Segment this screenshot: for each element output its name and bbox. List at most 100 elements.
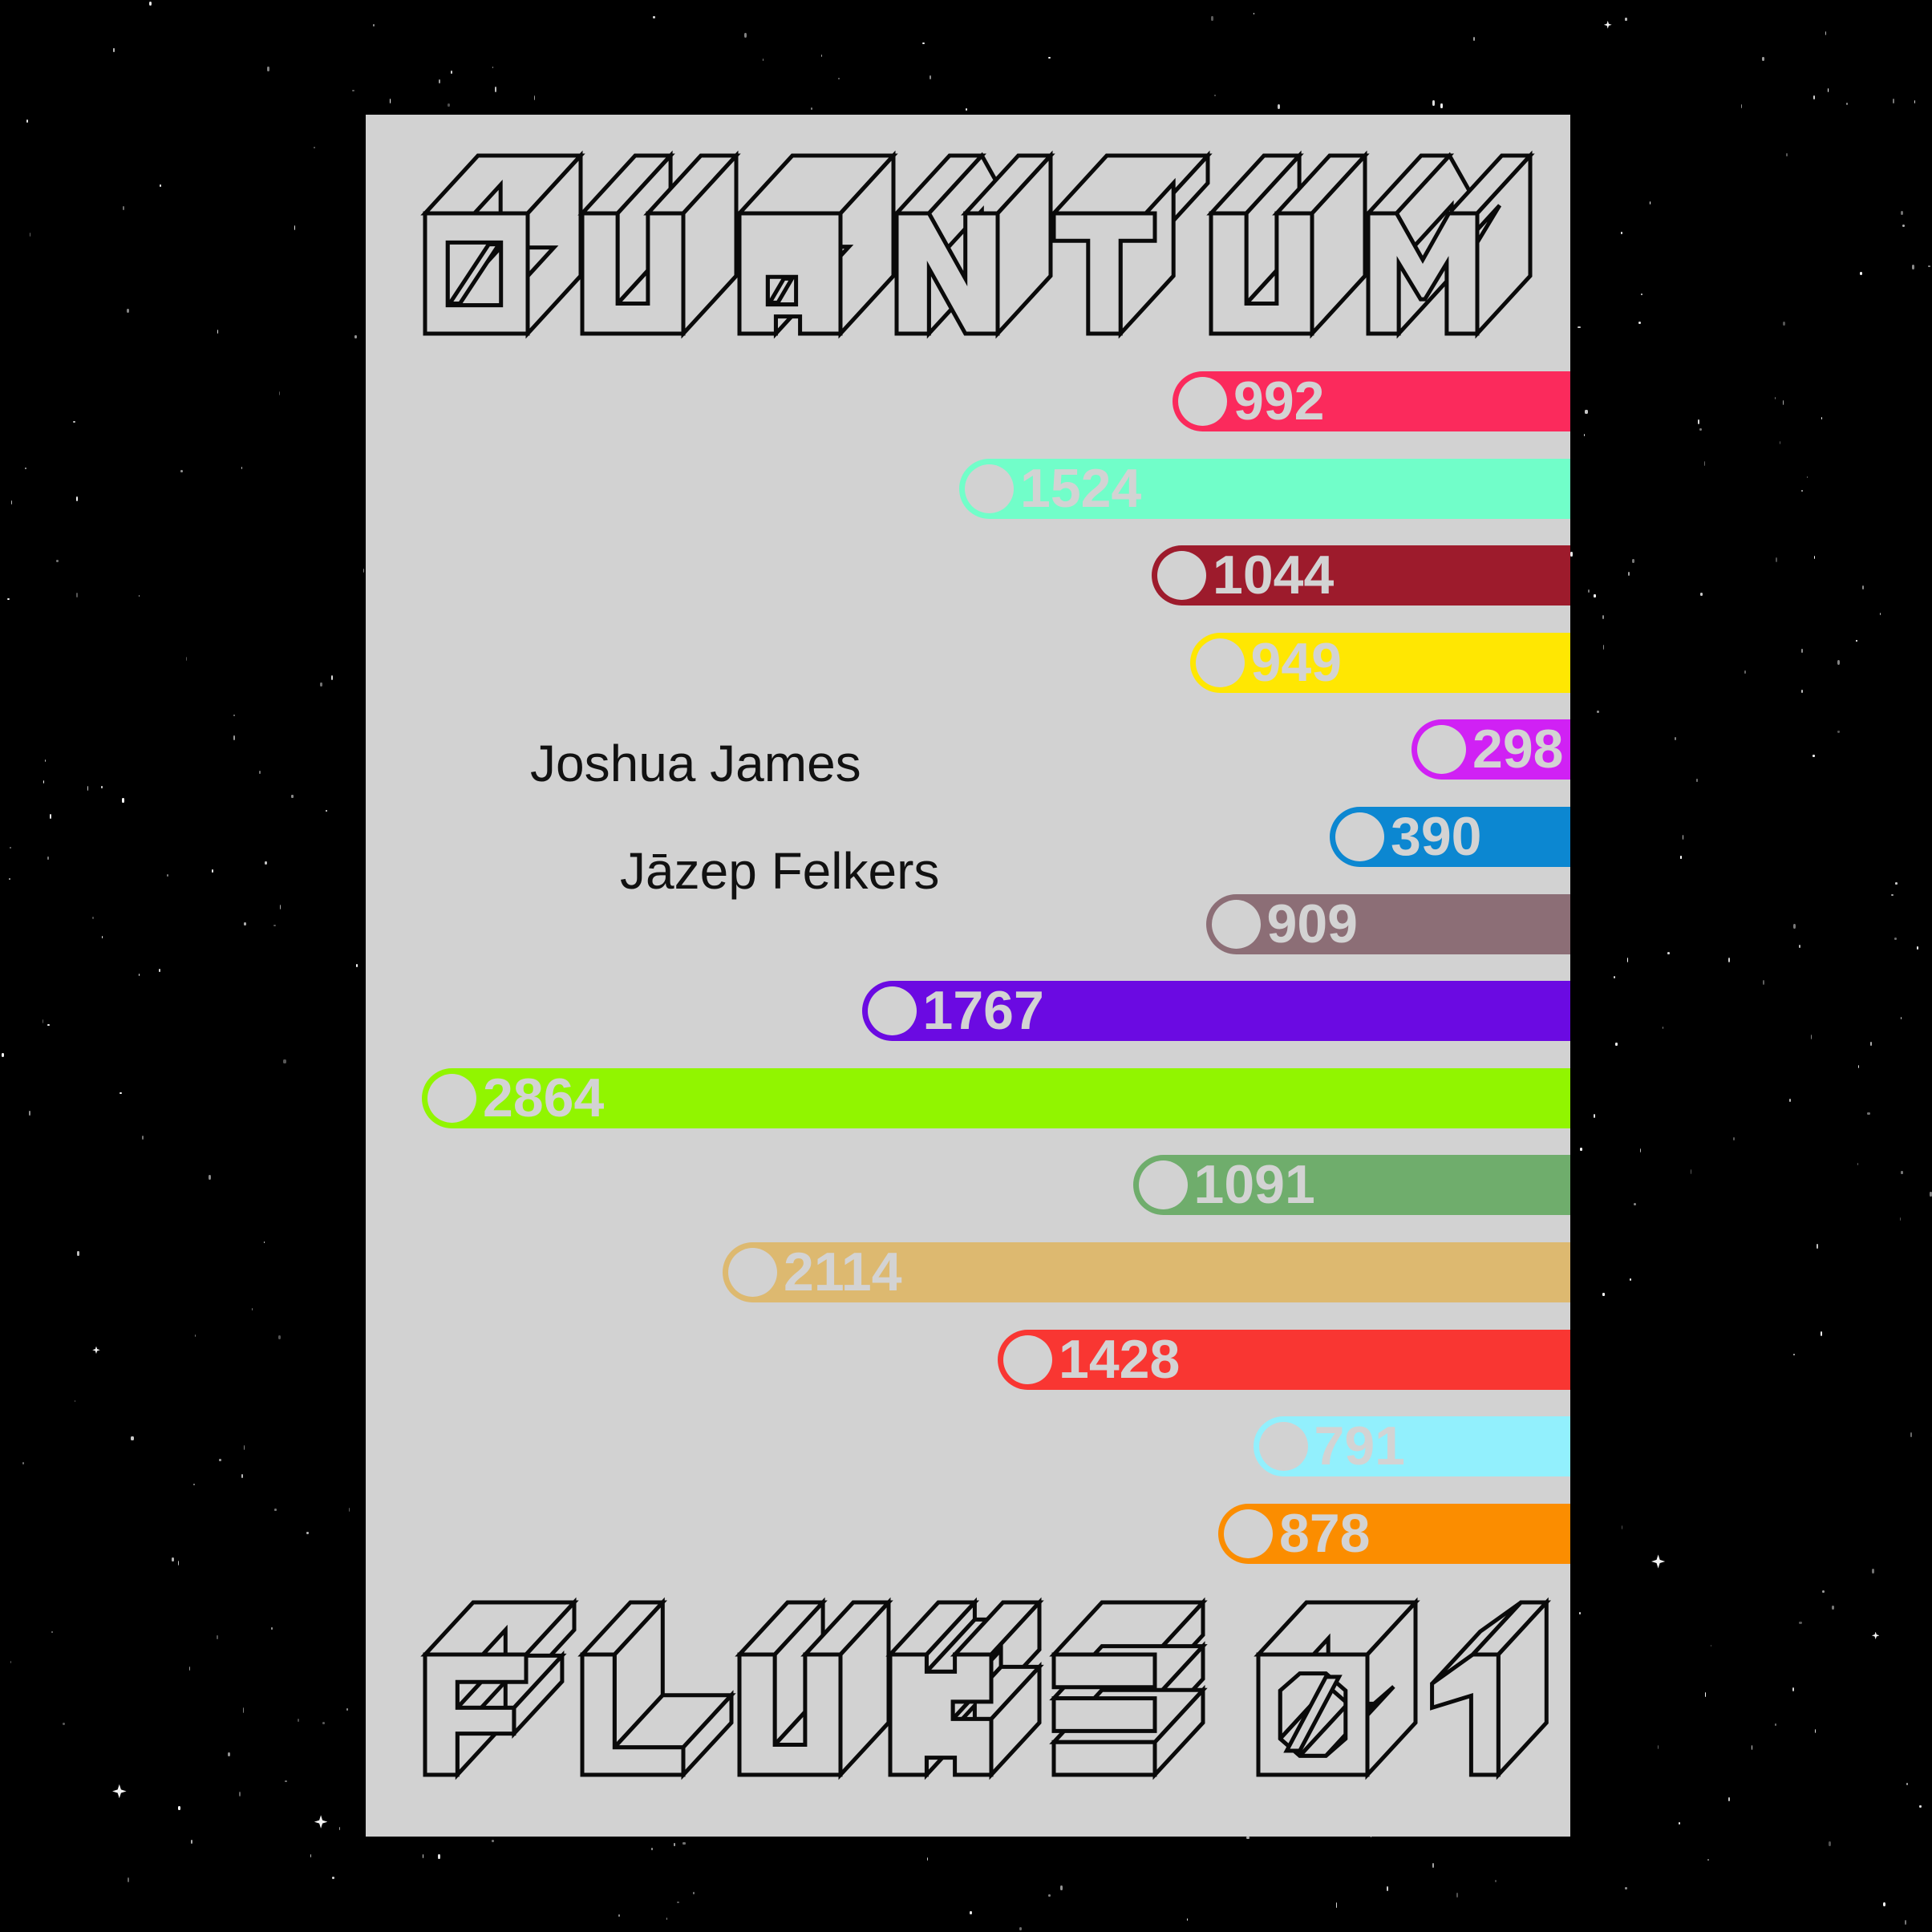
star xyxy=(77,1251,79,1256)
star xyxy=(1432,1863,1434,1868)
credit-joshua-james: Joshua James xyxy=(530,735,861,792)
star xyxy=(10,1661,11,1663)
star xyxy=(320,682,322,687)
star xyxy=(451,70,453,75)
star xyxy=(1627,571,1630,577)
star xyxy=(1602,614,1605,620)
star xyxy=(966,108,968,111)
star xyxy=(233,714,235,717)
star xyxy=(1626,957,1628,963)
star xyxy=(1593,1114,1596,1119)
star xyxy=(1740,104,1743,108)
star xyxy=(1900,1016,1902,1019)
poster: 992 1524 1044 949 298 390 909 1767 2864 … xyxy=(366,115,1570,1837)
star xyxy=(1048,56,1051,59)
star xyxy=(1813,556,1816,559)
sparkle-star xyxy=(1651,1554,1666,1569)
star xyxy=(677,1901,679,1904)
star xyxy=(322,1722,325,1725)
word-3d xyxy=(420,1597,1552,1780)
star xyxy=(92,916,95,920)
star xyxy=(1857,1065,1859,1068)
star xyxy=(1762,57,1764,62)
star xyxy=(438,1854,440,1860)
star xyxy=(141,1136,144,1140)
star xyxy=(1901,210,1904,216)
star xyxy=(1928,265,1931,267)
star xyxy=(75,592,79,597)
star xyxy=(1813,95,1816,99)
star xyxy=(1902,224,1906,228)
star xyxy=(228,1752,231,1757)
bar-row: 298 xyxy=(1412,719,1570,780)
star xyxy=(363,569,364,573)
star xyxy=(219,1458,221,1462)
star xyxy=(1048,1894,1051,1898)
star xyxy=(29,233,31,237)
letter-Q xyxy=(420,150,585,339)
star xyxy=(682,1842,686,1845)
star xyxy=(1727,957,1731,962)
star xyxy=(346,1708,349,1711)
star xyxy=(75,496,79,502)
star xyxy=(1845,102,1849,106)
star xyxy=(1871,1568,1874,1574)
star xyxy=(1704,1692,1707,1697)
star xyxy=(1667,951,1671,954)
star xyxy=(139,594,140,597)
bar-dot xyxy=(1195,638,1245,687)
star xyxy=(241,466,242,470)
star xyxy=(1472,36,1476,41)
word-3d xyxy=(420,150,1535,339)
star xyxy=(122,797,124,803)
bar-row: 1428 xyxy=(998,1329,1570,1390)
star xyxy=(1882,1902,1885,1907)
star xyxy=(283,1059,286,1063)
star xyxy=(242,1707,244,1713)
star xyxy=(172,1557,174,1561)
star xyxy=(821,55,823,57)
star xyxy=(666,1917,667,1920)
bar-row: 992 xyxy=(1173,371,1570,431)
star xyxy=(1624,1887,1627,1889)
star xyxy=(922,42,925,45)
star xyxy=(1786,152,1788,156)
star xyxy=(1799,945,1801,949)
star xyxy=(252,1308,253,1310)
star xyxy=(970,1910,972,1914)
star xyxy=(1783,322,1786,326)
star xyxy=(1494,1880,1497,1882)
bar-dot xyxy=(1211,899,1261,949)
star xyxy=(1733,1136,1736,1141)
star xyxy=(1806,476,1808,479)
star xyxy=(72,421,76,423)
star xyxy=(310,1853,311,1858)
star xyxy=(101,936,103,938)
sparkle-star xyxy=(1871,1631,1880,1640)
star xyxy=(1914,100,1915,104)
bar-value-label: 1767 xyxy=(922,980,1044,1042)
letter-U xyxy=(735,1597,893,1780)
bar-dot xyxy=(1335,812,1384,861)
star xyxy=(1919,1805,1922,1808)
star xyxy=(177,1561,179,1566)
star xyxy=(1621,1525,1623,1529)
star xyxy=(113,47,115,52)
star xyxy=(339,1826,341,1831)
star xyxy=(263,1241,265,1244)
star xyxy=(1697,419,1699,424)
star xyxy=(1799,1621,1802,1624)
letter-M xyxy=(1363,150,1535,339)
star xyxy=(22,1462,25,1464)
star xyxy=(1788,1099,1792,1103)
star xyxy=(1861,585,1865,590)
letter-N xyxy=(892,150,1055,339)
star xyxy=(239,1792,241,1797)
credit-jazep-felkers: Jāzep Felkers xyxy=(620,842,940,900)
star xyxy=(1792,1687,1795,1692)
star xyxy=(180,469,183,472)
star xyxy=(1631,558,1634,564)
letter-1 xyxy=(1430,1597,1552,1780)
star xyxy=(1699,427,1702,431)
star xyxy=(1828,88,1829,93)
